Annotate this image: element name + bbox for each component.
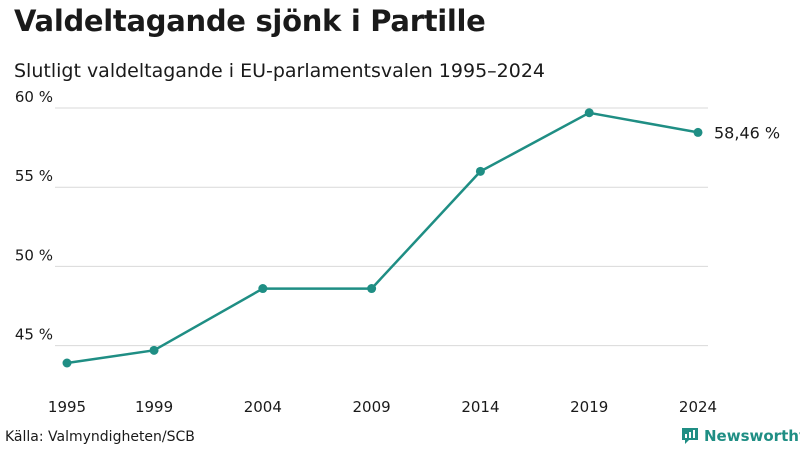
data-point	[62, 358, 72, 368]
y-tick-label: 50 %	[15, 246, 53, 264]
y-tick-label: 55 %	[15, 167, 53, 185]
x-tick-label: 1995	[48, 398, 86, 416]
data-point	[367, 284, 377, 294]
series-line	[66, 111, 699, 365]
end-value-label: 58,46 %	[714, 123, 780, 142]
x-tick-label: 2019	[570, 398, 608, 416]
x-tick-label: 2014	[461, 398, 499, 416]
data-point	[693, 127, 703, 137]
x-tick-label: 2009	[353, 398, 391, 416]
newsworthy-logo-icon	[682, 428, 698, 444]
brand-name: Newsworthy	[704, 427, 800, 445]
y-tick-label: 60 %	[15, 88, 53, 106]
x-tick-label: 2024	[679, 398, 717, 416]
data-point	[149, 345, 159, 355]
brand-logo: Newsworthy	[680, 426, 800, 446]
source-note: Källa: Valmyndigheten/SCB	[5, 429, 195, 445]
y-tick-label: 45 %	[15, 326, 53, 344]
data-point	[584, 108, 594, 118]
data-point	[258, 284, 268, 294]
x-tick-label: 1999	[135, 398, 173, 416]
data-point	[475, 166, 485, 176]
chart-subtitle: Slutligt valdeltagande i EU-parlamentsva…	[14, 60, 546, 82]
chart-title: Valdeltagande sjönk i Partille	[14, 4, 486, 38]
x-tick-label: 2004	[244, 398, 282, 416]
